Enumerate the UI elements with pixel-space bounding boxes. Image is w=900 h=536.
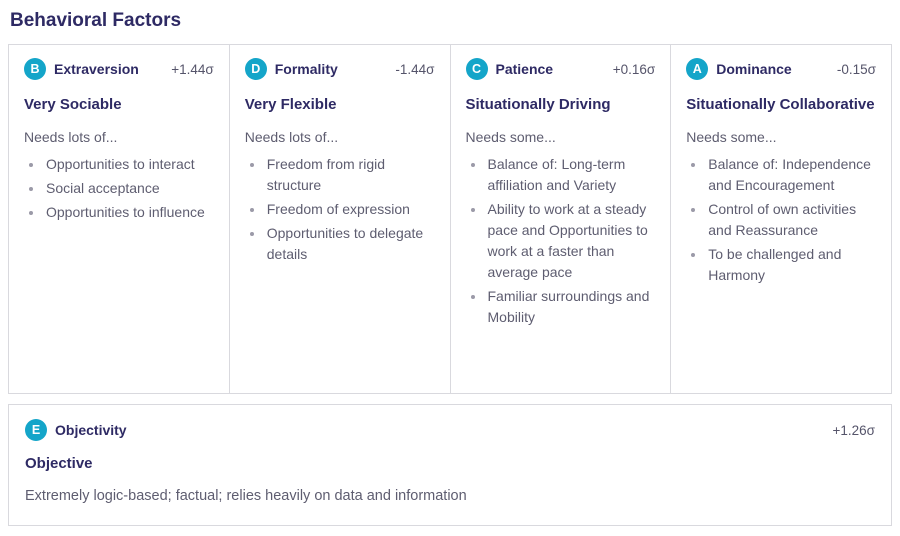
factor-sigma-value: +1.44σ bbox=[171, 61, 214, 77]
factor-sigma-value: -1.44σ bbox=[395, 61, 435, 77]
factor-badge: D bbox=[244, 58, 267, 80]
needs-item: Balance of: Long-term affiliation and Va… bbox=[486, 154, 656, 196]
factor-description: Extremely logic-based; factual; relies h… bbox=[25, 488, 467, 504]
needs-item: Ability to work at a steady pace and Opp… bbox=[486, 199, 656, 283]
factor-card-header: B Extraversion +1.44σ bbox=[24, 58, 214, 80]
needs-label: Needs some... bbox=[686, 129, 777, 145]
factor-card-dominance: A Dominance -0.15σ Situationally Collabo… bbox=[671, 45, 891, 393]
needs-list: Freedom from rigid structure Freedom of … bbox=[245, 154, 435, 265]
factor-badge: A bbox=[686, 58, 709, 80]
factor-subtitle: Situationally Collaborative bbox=[686, 96, 875, 113]
factor-card-header: C Patience +0.16σ bbox=[465, 58, 656, 80]
factor-badge: B bbox=[24, 58, 46, 80]
needs-item: Control of own activities and Reassuranc… bbox=[706, 199, 876, 241]
needs-item: Opportunities to interact bbox=[44, 154, 214, 175]
factor-subtitle: Very Sociable bbox=[24, 96, 122, 113]
factor-subtitle: Objective bbox=[25, 455, 93, 472]
factor-badge: E bbox=[25, 419, 47, 441]
factor-cards-row: B Extraversion +1.44σ Very Sociable Need… bbox=[8, 44, 892, 394]
factor-sigma-value: -0.15σ bbox=[836, 61, 876, 77]
factor-sigma-value: +0.16σ bbox=[612, 61, 656, 77]
factor-card-header: D Formality -1.44σ bbox=[244, 58, 435, 80]
needs-item: Social acceptance bbox=[44, 178, 214, 199]
needs-item: Freedom of expression bbox=[265, 199, 435, 220]
needs-item: To be challenged and Harmony bbox=[706, 244, 876, 286]
needs-label: Needs some... bbox=[465, 129, 556, 145]
factor-name: Patience bbox=[495, 61, 554, 77]
factor-card-header: A Dominance -0.15σ bbox=[686, 58, 876, 80]
needs-list: Opportunities to interact Social accepta… bbox=[24, 154, 214, 223]
factor-card-objectivity: E Objectivity +1.26σ Objective Extremely… bbox=[8, 404, 892, 526]
factor-name: Objectivity bbox=[55, 422, 127, 438]
factor-sigma-value: +1.26σ bbox=[832, 422, 876, 438]
needs-item: Familiar surroundings and Mobility bbox=[486, 286, 656, 328]
factor-badge: C bbox=[465, 58, 488, 80]
factor-subtitle: Very Flexible bbox=[244, 96, 337, 113]
needs-list: Balance of: Independence and Encourageme… bbox=[686, 154, 876, 286]
needs-list: Balance of: Long-term affiliation and Va… bbox=[466, 154, 656, 328]
page-title: Behavioral Factors bbox=[10, 10, 182, 31]
factor-name: Dominance bbox=[716, 61, 792, 77]
factor-card-formality: D Formality -1.44σ Very Flexible Needs l… bbox=[230, 45, 451, 393]
factor-name: Formality bbox=[274, 61, 338, 77]
needs-item: Freedom from rigid structure bbox=[265, 154, 435, 196]
factor-name: Extraversion bbox=[54, 61, 139, 77]
needs-item: Opportunities to influence bbox=[44, 202, 214, 223]
factor-subtitle: Situationally Driving bbox=[465, 96, 611, 113]
needs-item: Balance of: Independence and Encourageme… bbox=[706, 154, 876, 196]
factor-card-header: E Objectivity +1.26σ bbox=[25, 419, 875, 441]
needs-label: Needs lots of... bbox=[24, 129, 118, 145]
factor-card-extraversion: B Extraversion +1.44σ Very Sociable Need… bbox=[9, 45, 230, 393]
needs-item: Opportunities to delegate details bbox=[265, 223, 435, 265]
factor-card-patience: C Patience +0.16σ Situationally Driving … bbox=[451, 45, 672, 393]
needs-label: Needs lots of... bbox=[244, 129, 339, 145]
